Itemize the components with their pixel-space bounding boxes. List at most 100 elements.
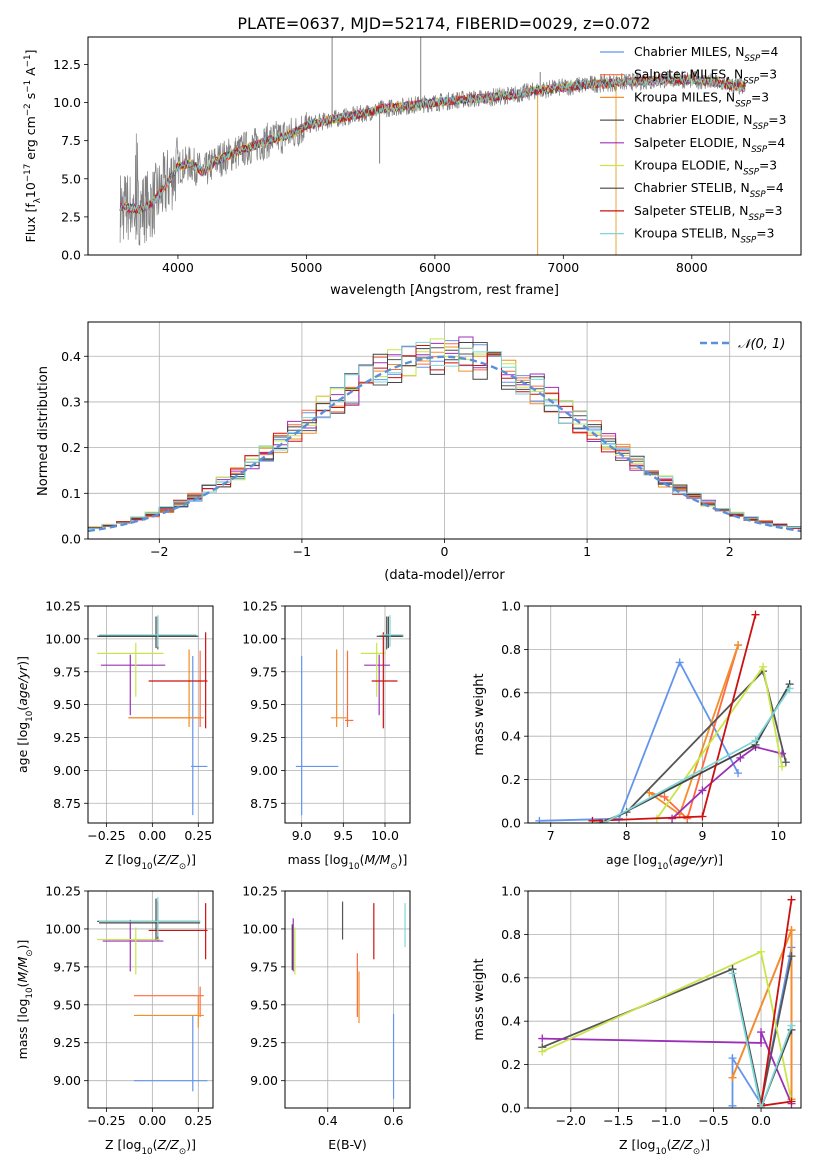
y-tick-label: 10.25 [242,884,278,899]
x-axis-label: (data-model)/error [384,568,505,583]
y-tick-label: 10.25 [242,599,278,614]
weight-marker [734,641,743,650]
weight-marker [751,610,760,619]
legend-tail: =3 [759,68,777,82]
x-tick-label: 0.25 [184,828,212,843]
y-tick-label: 0.2 [501,772,521,787]
y-tick-label: 0.8 [501,927,521,942]
x-axis-label: Z [log10(Z/Z⊙)] [105,852,196,872]
label-part: ⊙ [390,862,397,872]
label-part: ( [668,852,673,867]
weight-marker [683,814,692,823]
label-part: Z [log [105,852,141,867]
y-tick-label: 0.4 [501,729,521,744]
legend-main: Chabrier MILES, N [634,45,744,59]
label-part: 10 [657,862,668,872]
weight-marker [599,819,608,823]
label-part: A [23,67,38,80]
y-tick-label: 0.0 [501,1101,521,1116]
y-tick-label: 9.75 [53,664,81,679]
label-part: −2 [23,103,33,116]
panel-weight-vs-Z: −2.0 −1.5 −1.0 −0.5 0.0 0.0 0.2 0.4 0.6 0.8 1.0 Z [… [472,884,802,1157]
x-tick-label: 0.4 [318,1113,338,1128]
x-tick-label: 10.0 [371,828,399,843]
y-tick-label: 0.4 [501,1014,521,1029]
y-tick-label: 10.25 [45,599,81,614]
x-tick-label: 0.00 [138,828,166,843]
axes-frame [87,36,802,256]
x-tick-label: 9.0 [292,828,312,843]
label-part: λ [33,198,43,203]
panel-residuals: −2 −1 0 1 2 0.0 0.1 0.2 0.3 0.4 𝒩(0, 1) (data-model… [36,321,802,583]
legend-label: Chabrier STELIB, NSSP=4 [634,181,784,200]
legend-sub: SSP [752,122,769,132]
y-tick-label: 0.3 [61,394,81,409]
label-part: )] [186,852,196,867]
weight-marker [757,947,766,956]
y-tick-label: 8.75 [53,796,81,811]
y-axis-label: mass weight [472,958,487,1040]
legend-main: Kroupa STELIB, N [634,227,740,241]
legend-main: Kroupa ELODIE, N [634,159,743,173]
y-tick-label: 7.5 [61,133,81,148]
legend-sub: SSP [744,54,761,64]
legend-label: Salpeter ELODIE, NSSP=4 [634,136,785,155]
weight-marker [757,1104,766,1108]
x-tick-label: 0 [441,544,449,559]
weight-marker [757,1028,766,1037]
label-part: )] [713,852,723,867]
y-tick-label: 10.00 [242,921,278,936]
label-part: −17 [23,164,33,182]
weight-marker [588,816,597,823]
model-curve-kroupa-stelib [119,74,746,214]
legend-label: Kroupa STELIB, NSSP=3 [634,227,774,246]
label-part: 10 [25,711,35,722]
axes-frame [527,605,802,824]
x-tick-label: −0.5 [698,1113,728,1128]
label-part: ( [667,1137,672,1152]
weight-marker [787,926,796,935]
x-tick-label: 7 [547,828,555,843]
x-tick-label: 0.0 [751,1113,771,1128]
legend-sub: SSP [743,168,760,178]
axes-frame [527,890,802,1109]
y-tick-label: 0.8 [501,642,521,657]
y-tick-label: 5.0 [61,171,81,186]
y-tick-label: 9.25 [250,1035,278,1050]
y-axis-label: mass [log10(M/M⊙)] [15,940,35,1060]
x-tick-label: −2.0 [556,1113,586,1128]
label-part: 10 [141,862,152,872]
plot-area [88,336,801,533]
y-tick-label: 9.50 [53,997,81,1012]
label-part: −1 [23,54,33,67]
y-tick-label: 0.2 [501,1057,521,1072]
legend-label: 𝒩(0, 1) [738,337,785,352]
x-axis-label: wavelength [Angstrom, rest frame] [330,283,559,298]
plot-area [97,897,208,1092]
x-tick-label: 7000 [547,260,579,275]
legend-sub: SSP [750,190,767,200]
weight-marker [535,816,544,823]
y-tick-label: 10.0 [53,95,81,110]
x-tick-label: 8 [623,828,631,843]
legend-main: Salpeter MILES, N [634,68,743,82]
legend-sub: SSP [735,99,752,109]
weight-line [603,683,791,823]
legend-main: Kroupa MILES, N [634,90,735,104]
legend-tail: =4 [766,181,784,195]
label-part: ( [153,852,158,867]
weight-marker [734,769,743,778]
panel-age-vs-Z: −0.25 0.00 0.25 8.75 9.00 9.25 9.50 9.75 10.00 10… [15,599,214,872]
weight-line [541,955,793,1104]
weight-marker [698,812,707,821]
label-part: M/M [364,852,390,867]
x-tick-label: 0.6 [384,1113,404,1128]
legend-label: Salpeter STELIB, NSSP=3 [634,204,782,223]
legend-tail: =3 [764,204,782,218]
y-axis-label: mass weight [472,673,487,755]
weight-marker [728,969,737,978]
x-tick-label: 0.00 [138,1113,166,1128]
weight-line [592,614,757,822]
y-tick-label: 0.4 [61,349,81,364]
